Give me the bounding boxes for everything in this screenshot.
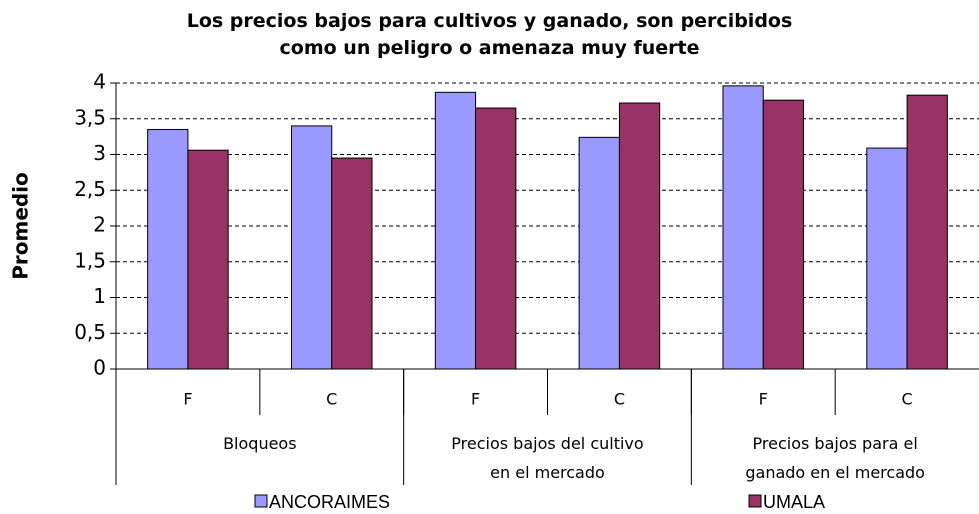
legend-label: UMALA [763, 492, 825, 512]
bar [331, 157, 373, 370]
x-tick-label: C [614, 390, 625, 409]
y-tick-label: 0 [93, 356, 106, 380]
y-tick-label: 2 [93, 213, 106, 237]
bar [866, 147, 908, 370]
bar [290, 125, 333, 370]
x-tick-label: F [183, 390, 192, 409]
y-tick-label: 3,5 [74, 105, 106, 129]
group-label: Precios bajos del cultivo en el mercado [451, 434, 644, 482]
legend-swatch [748, 494, 762, 508]
y-axis-label: Promedio [9, 172, 33, 280]
bar [618, 102, 661, 370]
y-tick-label: 0,5 [74, 320, 106, 344]
bar [187, 149, 229, 370]
x-tick-label: C [326, 390, 337, 409]
group-label: Precios bajos para el ganado en el merca… [745, 434, 925, 482]
y-tick-label: 1,5 [74, 248, 106, 272]
bar [762, 99, 805, 370]
bar [722, 85, 764, 370]
legend-swatch [254, 494, 268, 508]
y-tick-label: 1 [93, 284, 106, 308]
group-label: Bloqueos [223, 434, 297, 453]
y-tick-label: 3 [93, 141, 106, 165]
y-tick-label: 2,5 [74, 177, 106, 201]
x-tick-label: F [759, 390, 768, 409]
y-tick-label: 4 [93, 70, 106, 94]
bar [906, 94, 948, 370]
chart-title: Los precios bajos para cultivos y ganado… [186, 10, 793, 59]
bar [147, 128, 189, 370]
bar [578, 136, 620, 370]
x-tick-label: C [901, 390, 912, 409]
bar [475, 107, 517, 370]
x-tick-label: F [471, 390, 480, 409]
bar [434, 91, 477, 370]
legend-label: ANCORAIMES [269, 492, 390, 512]
